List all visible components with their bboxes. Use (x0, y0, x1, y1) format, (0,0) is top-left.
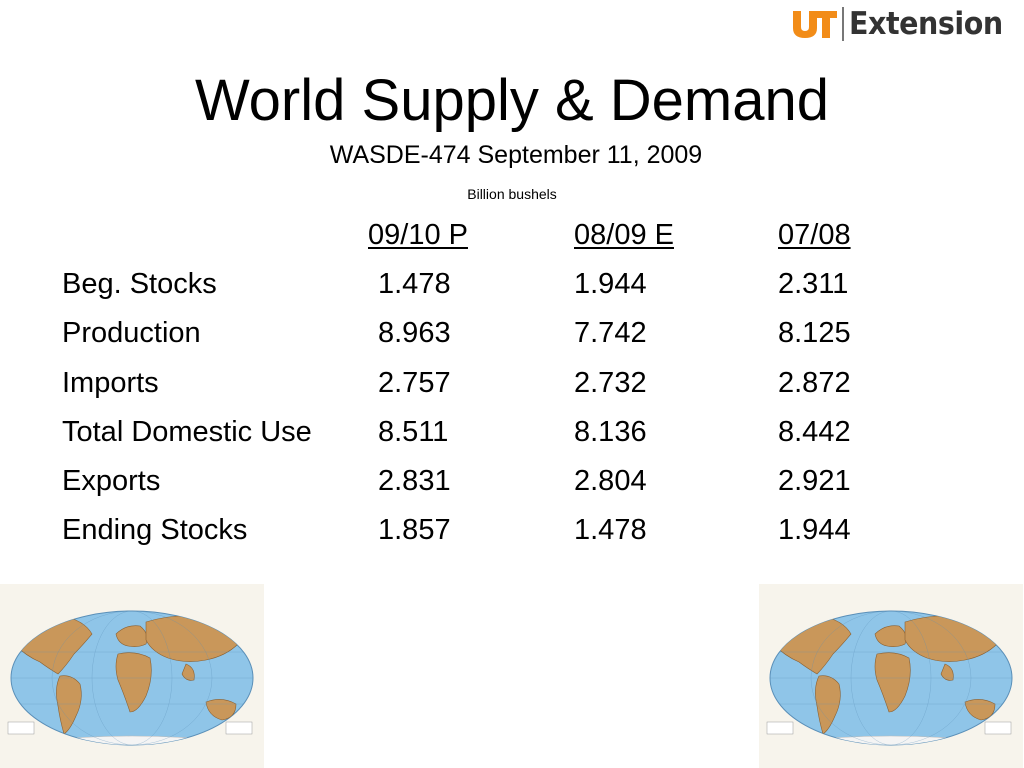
table-row: Total Domestic Use 8.511 8.136 8.442 (62, 415, 942, 464)
ut-extension-logo: Extension (792, 6, 1016, 42)
column-header: 09/10 P (368, 219, 468, 251)
table-row: Ending Stocks 1.857 1.478 1.944 (62, 513, 942, 562)
row-value: 2.872 (778, 366, 851, 399)
row-value: 8.963 (378, 317, 451, 350)
row-value: 2.831 (378, 464, 451, 497)
row-value: 1.944 (574, 268, 647, 301)
row-label: Beg. Stocks (62, 268, 217, 301)
row-value: 2.921 (778, 464, 851, 497)
ut-logo-mark (792, 9, 837, 39)
row-value: 8.136 (574, 415, 647, 448)
table-row: Beg. Stocks 1.478 1.944 2.311 (62, 267, 942, 316)
logo-text: Extension (848, 6, 1003, 42)
table-header-row: 09/10 P 08/09 E 07/08 (62, 218, 942, 267)
supply-demand-table: 09/10 P 08/09 E 07/08 Beg. Stocks 1.478 … (62, 218, 942, 562)
row-value: 8.511 (378, 415, 449, 448)
row-value: 1.478 (574, 514, 647, 547)
table-row: Exports 2.831 2.804 2.921 (62, 464, 942, 513)
column-header: 07/08 (778, 219, 851, 251)
row-label: Imports (62, 366, 159, 399)
row-value: 8.125 (778, 317, 851, 350)
row-value: 1.944 (778, 514, 851, 547)
row-value: 1.857 (378, 514, 451, 547)
unit-label: Billion bushels (467, 186, 557, 202)
row-value: 8.442 (778, 415, 851, 448)
row-value: 2.732 (574, 366, 647, 399)
world-map-image (0, 584, 264, 768)
table-row: Production 8.963 7.742 8.125 (62, 316, 942, 365)
world-map-image (759, 584, 1023, 768)
row-value: 1.478 (378, 268, 451, 301)
row-label: Total Domestic Use (62, 415, 312, 448)
row-value: 2.311 (778, 268, 849, 301)
row-value: 2.757 (378, 366, 451, 399)
row-value: 2.804 (574, 464, 647, 497)
row-label: Production (62, 317, 201, 350)
logo-divider (841, 7, 844, 41)
table-row: Imports 2.757 2.732 2.872 (62, 366, 942, 415)
row-value: 7.742 (574, 317, 647, 350)
row-label: Ending Stocks (62, 514, 248, 547)
column-header: 08/09 E (574, 219, 674, 251)
slide-subtitle: WASDE-474 September 11, 2009 (329, 141, 703, 169)
slide-title: World Supply & Demand (194, 68, 829, 133)
row-label: Exports (62, 464, 161, 497)
